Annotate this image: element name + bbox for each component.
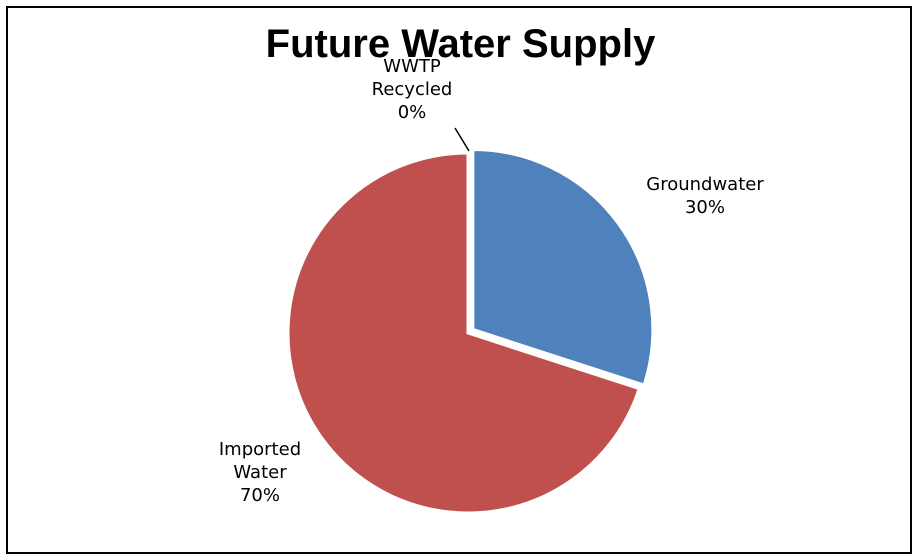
data-label-groundwater: Groundwater 30%	[646, 174, 764, 218]
data-label-imported-water: Imported Water 70%	[219, 439, 301, 506]
data-label-wwtp-recycled: WWTP Recycled 0%	[372, 56, 453, 123]
pie-slice-imported-water	[286, 151, 642, 515]
pie-slice-groundwater	[471, 147, 655, 387]
chart-title: Future Water Supply	[265, 22, 656, 66]
wwtp-leader-line	[454, 127, 470, 152]
